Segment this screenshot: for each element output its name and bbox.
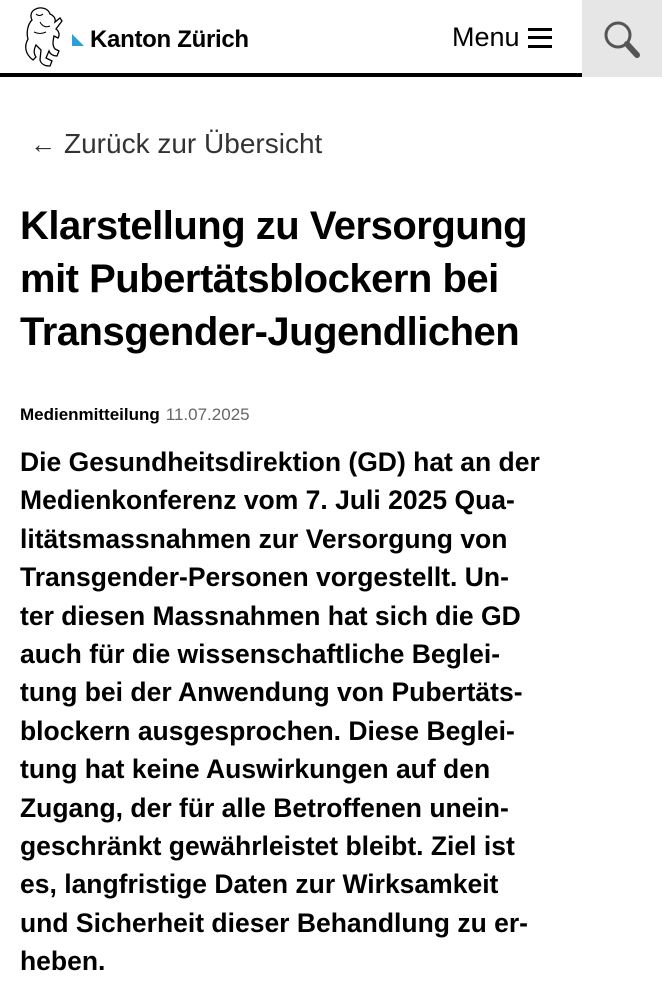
back-to-overview-link[interactable]: ← Zurück zur Übersicht (30, 128, 322, 160)
title-line: Klarstellung zu Versorgung (20, 204, 528, 248)
article-date: 11.07.2025 (165, 405, 250, 424)
lead-line: Transgender-Personen vorgestellt. Un- (20, 562, 509, 593)
lead-line: Zugang, der für alle Betroffenen unein- (20, 792, 509, 823)
lead-line: tung hat keine Auswirkungen auf den (20, 754, 491, 785)
lead-line: auch für die wissenschaftliche Beglei- (20, 639, 501, 670)
title-line: Transgender-Jugendlichen (20, 310, 520, 354)
site-header: Kanton Zürich Menu (0, 0, 662, 77)
title-line: mit Pubertätsblockern bei (20, 257, 499, 301)
lead-line: tung bei der Anwendung von Pubertäts- (20, 677, 523, 708)
hamburger-icon (527, 27, 552, 48)
article-meta: Medienmitteilung 11.07.2025 (20, 405, 250, 425)
lead-line: litätsmassnahmen zur Versorgung von (20, 523, 508, 554)
brand-mark-icon (72, 34, 84, 46)
lead-line: blockern ausgesprochen. Diese Beglei- (20, 715, 515, 746)
lead-line: und Sicherheit dieser Behandlung zu er- (20, 907, 528, 938)
lead-line: es, langfristige Daten zur Wirksamkeit (20, 869, 499, 900)
search-icon (604, 21, 640, 58)
lead-line: Medienkonferenz vom 7. Juli 2025 Qua- (20, 485, 515, 516)
lead-line: geschränkt gewährleistet bleibt. Ziel is… (20, 831, 515, 862)
article-type: Medienmitteilung (20, 405, 160, 424)
menu-button[interactable]: Menu (452, 22, 552, 53)
search-button[interactable] (582, 0, 662, 77)
brand[interactable]: Kanton Zürich (72, 26, 249, 54)
lead-line: Die Gesundheitsdirektion (GD) hat an der (20, 447, 540, 477)
back-link-label: Zurück zur Übersicht (64, 128, 323, 159)
arrow-left-icon: ← (30, 128, 56, 159)
page-title: Klarstellung zu Versorgung mit Pubertäts… (20, 200, 640, 359)
lead-paragraph: Die Gesundheitsdirektion (GD) hat an der… (20, 443, 650, 981)
menu-label: Menu (452, 22, 520, 52)
lead-line: ter diesen Massnahmen hat sich die GD (20, 600, 521, 631)
brand-name: Kanton Zürich (90, 26, 249, 53)
zurich-lion-logo[interactable] (20, 6, 68, 68)
lead-line: heben. (20, 946, 106, 977)
